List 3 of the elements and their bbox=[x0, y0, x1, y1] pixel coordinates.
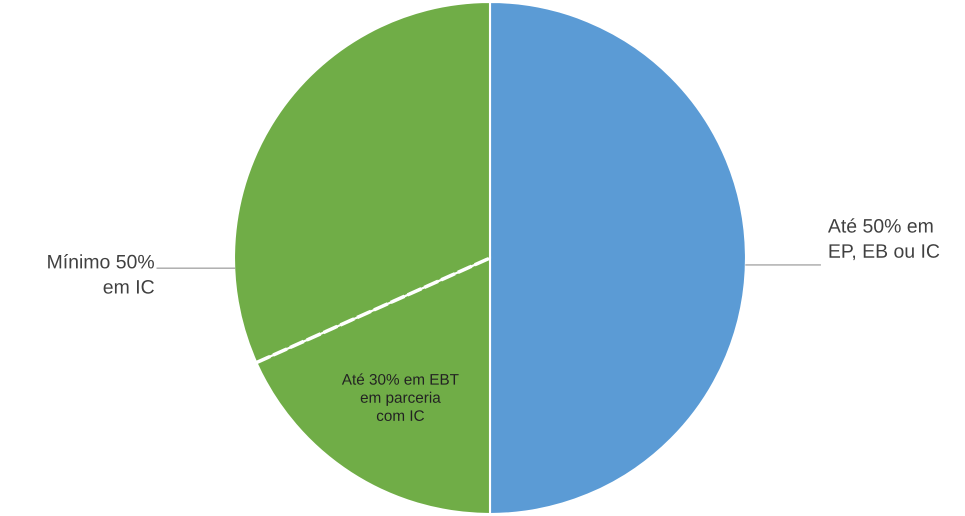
slice-label: Mínimo 50% em IC bbox=[48, 254, 154, 294]
slice-label: Até 30% em EBT em parceria com IC bbox=[342, 373, 459, 422]
slice-label: Até 50% em EP, EB ou IC bbox=[828, 218, 940, 260]
